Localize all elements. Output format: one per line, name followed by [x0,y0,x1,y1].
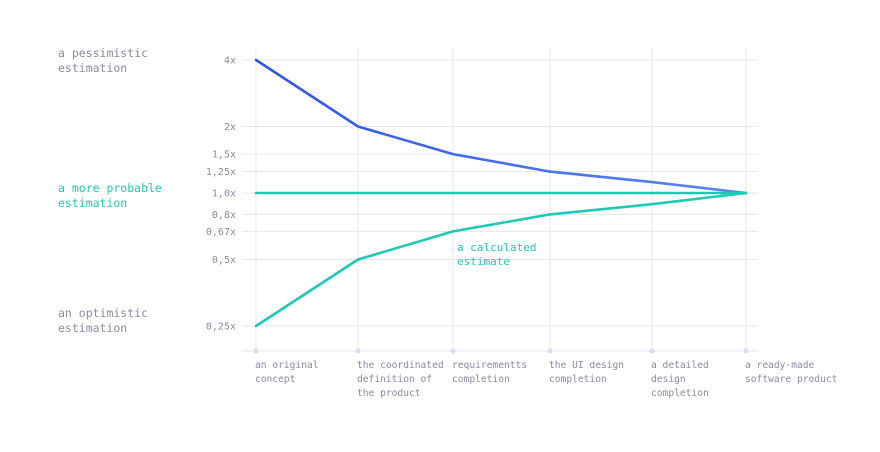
x-axis-dot [253,348,259,354]
x-tick-label: requirementts completion [452,360,527,385]
x-tick-label: the coordinated definition of the product [357,360,444,399]
x-axis-ticks: an original concept the coordinated definit… [255,360,837,399]
y-tick-label: 0,8x [212,210,236,221]
y-tick-label: 1,5x [212,150,236,161]
pessimistic-estimation-label: a pessimistic estimation [58,46,149,75]
y-tick-label: 1,0x [212,189,236,200]
pessimistic-estimation-line [254,58,748,195]
optimistic-estimation-line [254,191,748,328]
x-tick-label: an original concept [255,360,319,385]
y-tick-label: 1,25x [206,167,236,178]
calculated-estimate-annotation: a calculated estimate [457,241,536,268]
y-tick-label: 0,67x [206,227,236,238]
x-axis-dot [547,348,553,354]
x-axis-dot [355,348,361,354]
x-axis-dot [450,348,456,354]
annotation: a calculated estimate [457,241,536,268]
y-tick-label: 4x [224,56,236,67]
y-axis-ticks: 4x 2x 1,5x 1,25x 1,0x 0,8x 0,67x 0,5x 0,25x [206,56,236,333]
series-lines [254,58,748,328]
x-axis-dot [649,348,655,354]
probable-estimation-label: a more probable estimation [58,181,162,210]
x-tick-label: a detailed design completion [651,360,709,399]
x-tick-label: a ready-made software product [745,360,837,385]
optimistic-estimation-label: an optimistic estimation [58,306,149,335]
y-tick-label: 0,5x [212,255,236,266]
x-axis-dot [743,348,749,354]
y-tick-label: 0,25x [206,322,236,333]
y-tick-label: 2x [224,122,236,133]
x-tick-label: the UI design completion [549,360,624,385]
